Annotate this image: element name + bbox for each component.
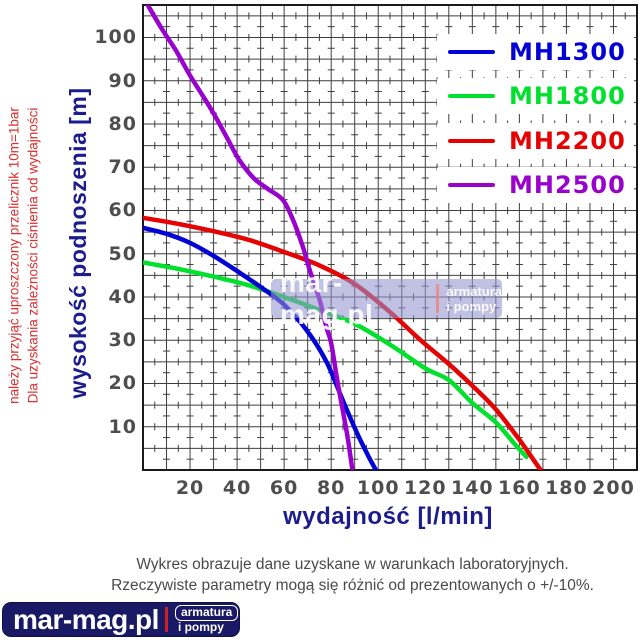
y-tick-label-90: 90 [108, 69, 137, 92]
y-tick-label-20: 20 [108, 372, 137, 395]
watermark-sub2: i pompy [446, 298, 497, 314]
legend-item-mh1800: MH1800 [437, 78, 634, 114]
y-tick-label-50: 50 [108, 242, 137, 265]
y-tick-label-100: 100 [94, 26, 137, 49]
x-tick-label-180: 180 [545, 477, 588, 499]
legend-label: MH2200 [509, 127, 626, 155]
legend-label: MH2500 [509, 171, 626, 199]
legend-item-mh2200: MH2200 [437, 123, 634, 159]
x-tick-label-60: 60 [269, 477, 299, 499]
legend-item-mh1300: MH1300 [437, 34, 634, 70]
x-tick-label-140: 140 [450, 477, 494, 499]
side-annotation-line1: Dla uzyskania zależności ciśnienia od wy… [25, 107, 41, 404]
x-tick-label-80: 80 [316, 477, 346, 499]
brand-logo-text: mar-mag.pl [13, 603, 159, 635]
curve-mh1800 [143, 260, 529, 460]
legend-line-sample [448, 183, 495, 187]
x-axis-title: wydajność [l/min] [283, 503, 493, 530]
watermark-subtext: armatura i pompy [446, 284, 502, 314]
x-tick-label-100: 100 [356, 477, 400, 499]
y-tick-label-10: 10 [108, 415, 137, 438]
y-tick-label-80: 80 [108, 112, 137, 135]
legend-line-sample [448, 50, 495, 54]
curve-mh2500 [145, 5, 355, 470]
watermark-text: mar-mag.pl [280, 266, 374, 330]
y-axis-title: wysokość podnoszenia [m] [65, 87, 91, 399]
watermark-sub1: armatura [446, 283, 502, 299]
brand-logo-sub2: i pompy [177, 620, 224, 634]
footer-disclaimer-line1: Wykres obrazuje dane uzyskane w warunkac… [136, 556, 569, 573]
x-tick-label-200: 200 [592, 477, 635, 499]
brand-logo-sub1: armatura [174, 605, 239, 621]
y-tick-label-70: 70 [108, 156, 137, 179]
brand-logo: mar-mag.pl armatura i pompy [2, 602, 240, 637]
x-tick-label-120: 120 [403, 477, 447, 499]
x-tick-label-160: 160 [498, 477, 541, 499]
y-tick-label-40: 40 [108, 285, 137, 308]
y-tick-label-60: 60 [108, 199, 137, 222]
legend-item-mh2500: MH2500 [437, 167, 634, 203]
footer-disclaimer: Wykres obrazuje dane uzyskane w warunkac… [65, 554, 640, 596]
legend-line-sample [448, 139, 495, 143]
y-tick-label-30: 30 [108, 329, 137, 352]
brand-logo-divider [164, 607, 168, 632]
footer-disclaimer-line2: Rzeczywiste parametry mogą się różnić od… [111, 577, 594, 594]
x-tick-label-40: 40 [222, 477, 252, 499]
curve-mh2200 [143, 215, 543, 470]
legend-label: MH1300 [509, 38, 626, 66]
side-annotation-line2: należy przyjąć uproszczony przelicznik 1… [6, 107, 22, 404]
plot-frame [142, 4, 638, 471]
brand-logo-subtext: armatura i pompy [174, 605, 239, 634]
watermark: mar-mag.pl armatura i pompy [271, 267, 502, 330]
watermark-divider [436, 284, 440, 313]
legend-line-sample [448, 94, 495, 98]
x-tick-label-20: 20 [175, 477, 205, 499]
legend-label: MH1800 [509, 82, 626, 110]
